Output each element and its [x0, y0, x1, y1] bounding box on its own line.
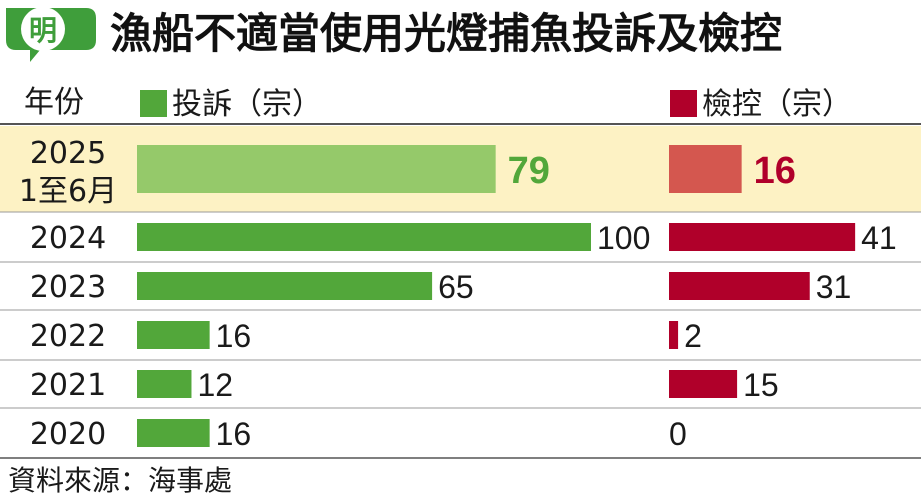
complaint-value-label: 65	[438, 269, 474, 305]
prosecution-value-label: 2	[684, 318, 702, 354]
complaint-value-label: 16	[216, 318, 252, 354]
year-column-header: 年份	[24, 85, 84, 120]
legend-label-complaint: 投訴（宗）	[172, 87, 322, 122]
complaint-bar	[137, 145, 496, 193]
prosecution-value-label: 16	[754, 150, 796, 192]
chart-title: 漁船不適當使用光燈捕魚投訴及檢控	[110, 9, 782, 58]
complaint-value-label: 79	[508, 150, 550, 192]
complaint-bar	[137, 370, 192, 398]
legend-swatch-complaint	[140, 90, 167, 117]
prosecution-bar	[669, 321, 679, 349]
complaint-value-label: 100	[597, 220, 650, 256]
complaint-value-label: 12	[197, 367, 233, 403]
prosecution-value-label: 0	[669, 416, 687, 452]
prosecution-value-label: 15	[743, 367, 779, 403]
logo: 明	[6, 7, 96, 62]
year-label: 2024	[30, 221, 106, 256]
complaint-bar	[137, 223, 591, 251]
complaint-bar	[137, 272, 433, 300]
year-label: 2025	[30, 136, 106, 171]
year-label: 2021	[30, 368, 106, 403]
complaint-bar	[137, 419, 210, 447]
prosecution-bar	[669, 370, 738, 398]
complaint-bar	[137, 321, 210, 349]
legend-complaint: 投訴（宗）	[140, 87, 322, 122]
year-label: 2023	[30, 270, 106, 305]
legend-swatch-prosecution	[670, 90, 697, 117]
year-label: 2022	[30, 319, 106, 354]
complaint-value-label: 16	[216, 416, 252, 452]
logo-text: 明	[29, 14, 57, 47]
year-label: 2020	[30, 417, 106, 452]
logo-badge	[21, 7, 65, 51]
year-label: 1至6月	[19, 174, 117, 209]
legend-label-prosecution: 檢控（宗）	[702, 87, 852, 122]
source-note: 資料來源：海事處	[8, 464, 232, 497]
prosecution-value-label: 41	[861, 220, 897, 256]
prosecution-bar	[669, 145, 742, 193]
prosecution-value-label: 31	[816, 269, 852, 305]
prosecution-bar	[669, 272, 810, 300]
legend-prosecution: 檢控（宗）	[670, 87, 852, 122]
prosecution-bar	[669, 223, 856, 251]
